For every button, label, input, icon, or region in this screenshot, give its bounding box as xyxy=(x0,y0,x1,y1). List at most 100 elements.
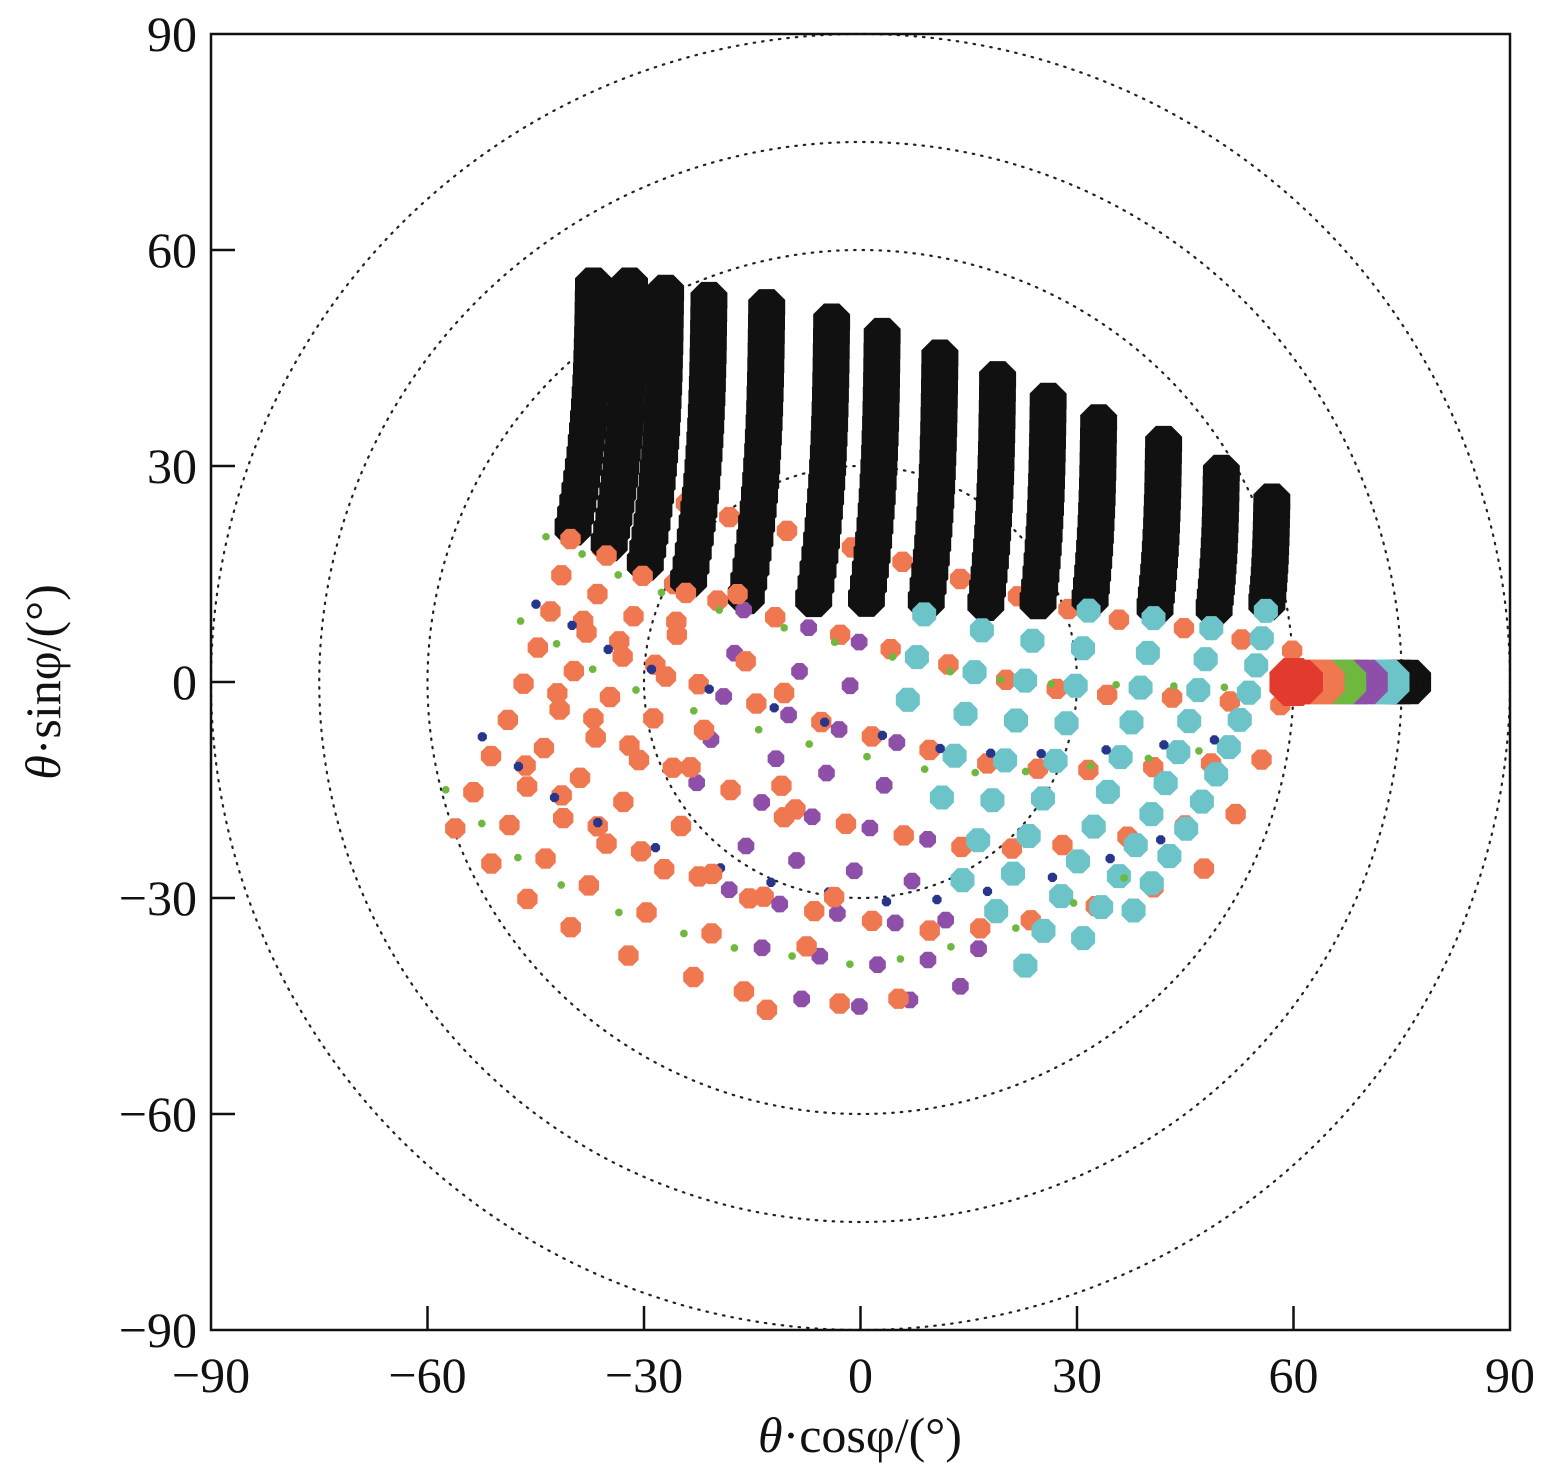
orange-point xyxy=(1193,858,1215,879)
cyan-point xyxy=(1216,735,1241,760)
cyan-point xyxy=(1227,707,1252,732)
orange-point xyxy=(497,709,518,730)
navy-point xyxy=(646,664,657,674)
orange-point xyxy=(636,902,657,923)
orange-point xyxy=(654,859,675,880)
orange-point xyxy=(893,825,914,846)
x-tick-label: −60 xyxy=(388,1347,466,1403)
navy-point xyxy=(881,897,892,907)
cyan-point xyxy=(1071,636,1095,661)
orange-point xyxy=(683,966,704,988)
cyan-point xyxy=(1153,771,1178,796)
orange-point xyxy=(938,654,959,675)
cyan-point xyxy=(1244,653,1269,678)
green-point xyxy=(947,943,955,951)
green-point xyxy=(1022,767,1030,776)
cyan-point xyxy=(912,602,937,627)
orange-point xyxy=(771,775,792,796)
orange-point xyxy=(1251,749,1272,770)
cyan-point xyxy=(1199,616,1224,641)
orange-point xyxy=(861,910,883,931)
orange-point xyxy=(733,981,755,1002)
navy-point xyxy=(766,877,776,887)
navy-point xyxy=(1159,740,1169,750)
orange-point xyxy=(553,808,574,829)
purple-point xyxy=(845,862,863,880)
orange-point xyxy=(727,584,748,605)
green-point xyxy=(780,624,788,632)
cyan-point xyxy=(1108,745,1133,770)
cyan-point xyxy=(1174,816,1199,841)
orange-point xyxy=(666,611,687,632)
orange-point xyxy=(1108,609,1130,630)
cyan-point xyxy=(1106,864,1131,889)
purple-point xyxy=(780,706,797,724)
reference-circle-75 xyxy=(318,140,1403,1224)
green-point xyxy=(589,665,597,673)
green-point xyxy=(632,686,640,694)
purple-point xyxy=(800,619,817,636)
orange-point xyxy=(623,606,644,627)
orange-point xyxy=(765,607,786,628)
purple-point xyxy=(791,663,808,680)
orange-point xyxy=(701,863,723,885)
navy-point xyxy=(935,743,945,754)
orange-point xyxy=(919,739,940,761)
purple-point xyxy=(818,764,835,782)
green-point xyxy=(1170,682,1178,690)
orange-point xyxy=(480,745,502,767)
green-point xyxy=(542,533,550,541)
cyan-point xyxy=(1076,598,1101,623)
purple-point xyxy=(767,750,785,767)
purple-point xyxy=(735,601,752,619)
cyan-point xyxy=(904,645,929,670)
purple-point xyxy=(869,956,886,973)
orange-point xyxy=(630,841,652,862)
green-point xyxy=(1120,874,1128,882)
reference-circle-60 xyxy=(426,248,1295,1116)
orange-point xyxy=(824,886,845,908)
green-point xyxy=(1112,681,1120,689)
cyan-point xyxy=(1141,606,1166,631)
cyan-point xyxy=(929,785,954,810)
green-point xyxy=(846,960,854,968)
navy-point xyxy=(1156,835,1166,845)
orange-point xyxy=(578,875,599,896)
purple-point xyxy=(970,940,987,957)
cyan-point xyxy=(1004,708,1028,733)
purple-point xyxy=(903,872,921,890)
orange-point xyxy=(804,901,825,922)
purple-point xyxy=(937,911,954,929)
orange-point xyxy=(675,582,697,604)
green-point xyxy=(997,675,1005,684)
navy-point xyxy=(1105,853,1115,864)
navy-point xyxy=(477,732,487,742)
purple-point xyxy=(771,895,788,913)
cyan-point xyxy=(1081,814,1106,839)
cyan-point xyxy=(895,687,920,712)
orange-point xyxy=(499,814,520,836)
cyan-point xyxy=(1166,740,1191,765)
cyan-point xyxy=(950,868,975,893)
cyan-point xyxy=(966,828,991,853)
cyan-point xyxy=(1193,647,1218,672)
orange-point xyxy=(1225,803,1246,825)
navy-point xyxy=(650,843,661,853)
navy-point xyxy=(704,684,714,694)
cyan-point xyxy=(1049,884,1074,909)
cyan-point xyxy=(1031,786,1055,811)
orange-point xyxy=(1052,834,1073,856)
cyan-point xyxy=(1054,711,1079,736)
orange-point xyxy=(569,767,591,788)
y-axis-label: θ·sinφ/(°) xyxy=(15,584,71,780)
cyan-point xyxy=(1121,898,1146,923)
cyan-point xyxy=(980,788,1005,813)
navy-point xyxy=(593,817,603,828)
navy-point xyxy=(1047,872,1058,882)
orange-point xyxy=(735,651,756,672)
purple-point xyxy=(829,905,846,922)
black-point xyxy=(848,579,885,617)
orange-point xyxy=(628,749,650,771)
green-point xyxy=(921,765,929,773)
cyan-point xyxy=(962,660,987,685)
